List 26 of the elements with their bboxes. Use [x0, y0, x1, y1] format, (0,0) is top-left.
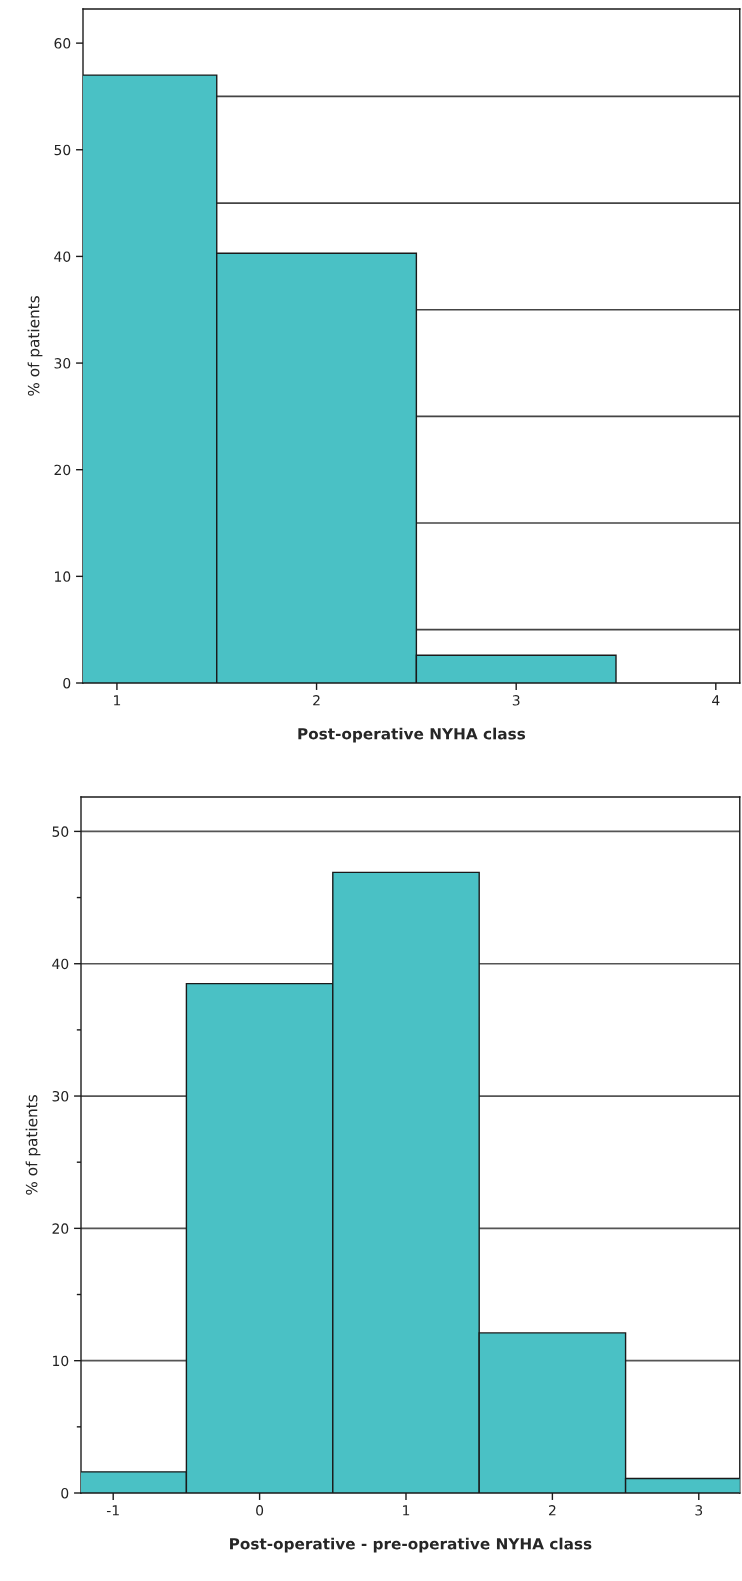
x-tick-label: 2 — [313, 695, 320, 706]
y-tick-label: 50 — [54, 144, 71, 156]
y-tick-label: 30 — [54, 358, 71, 369]
x-tick-label: -1 — [106, 1505, 119, 1516]
x-axis-title: Post-operative - pre-operative NYHA class — [230, 1537, 592, 1553]
y-axis-title: % of patients — [27, 296, 43, 396]
y-tick-label: 50 — [52, 826, 69, 837]
y-tick-label: 10 — [53, 1355, 69, 1367]
x-tick-label: 0 — [256, 1505, 264, 1516]
x-axis-title: Post-operative NYHA class — [298, 727, 526, 743]
y-tick-label: 0 — [63, 677, 71, 689]
y-tick-label: 20 — [52, 1223, 69, 1234]
y-tick-label: 60 — [54, 38, 71, 49]
x-tick-label: 1 — [403, 1505, 410, 1516]
x-tick-label: 3 — [512, 695, 520, 706]
y-tick-label: 20 — [54, 464, 71, 476]
x-tick-label: 2 — [548, 1505, 556, 1516]
y-tick-label: 40 — [54, 251, 71, 262]
x-tick-label: 1 — [114, 695, 121, 706]
y-tick-label: 40 — [52, 958, 69, 970]
y-tick-label: 10 — [55, 571, 71, 582]
x-tick-label: 3 — [695, 1505, 703, 1516]
y-tick-label: 0 — [61, 1487, 69, 1499]
y-tick-label: 30 — [52, 1091, 69, 1102]
x-tick-label: 4 — [712, 695, 720, 706]
y-axis-title: % of patients — [25, 1095, 41, 1195]
